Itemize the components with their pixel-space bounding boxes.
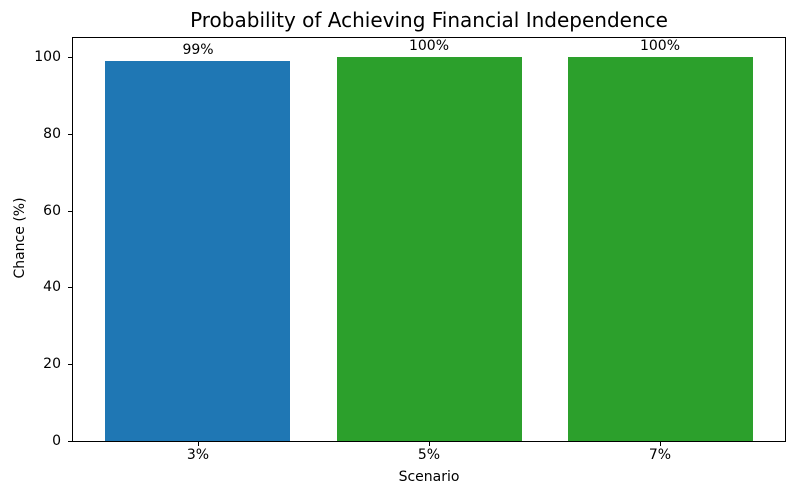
y-tick-mark	[68, 441, 72, 442]
y-tick-label: 100	[34, 49, 61, 65]
chart-title: Probability of Achieving Financial Indep…	[190, 8, 668, 32]
y-tick-label: 60	[43, 203, 61, 219]
x-tick-mark	[660, 442, 661, 446]
bar-5-percent	[337, 57, 522, 441]
y-tick-label: 20	[43, 356, 61, 372]
bar-7-percent	[568, 57, 753, 441]
y-tick-mark	[68, 287, 72, 288]
x-tick-label: 3%	[186, 447, 210, 463]
y-tick-label: 80	[43, 126, 61, 142]
y-tick-mark	[68, 57, 72, 58]
x-tick-label: 5%	[417, 447, 441, 463]
x-tick-mark	[198, 442, 199, 446]
x-tick-label: 7%	[648, 447, 672, 463]
bar-value-label: 100%	[408, 38, 450, 54]
bar-3-percent	[105, 61, 290, 441]
bar-value-label: 99%	[182, 42, 214, 58]
y-tick-mark	[68, 211, 72, 212]
y-tick-mark	[68, 134, 72, 135]
plot-area	[72, 37, 786, 442]
y-tick-label: 40	[43, 279, 61, 295]
bar-value-label: 100%	[639, 38, 681, 54]
x-axis-label: Scenario	[398, 469, 460, 485]
y-tick-mark	[68, 364, 72, 365]
y-tick-label: 0	[52, 433, 61, 449]
x-tick-mark	[429, 442, 430, 446]
